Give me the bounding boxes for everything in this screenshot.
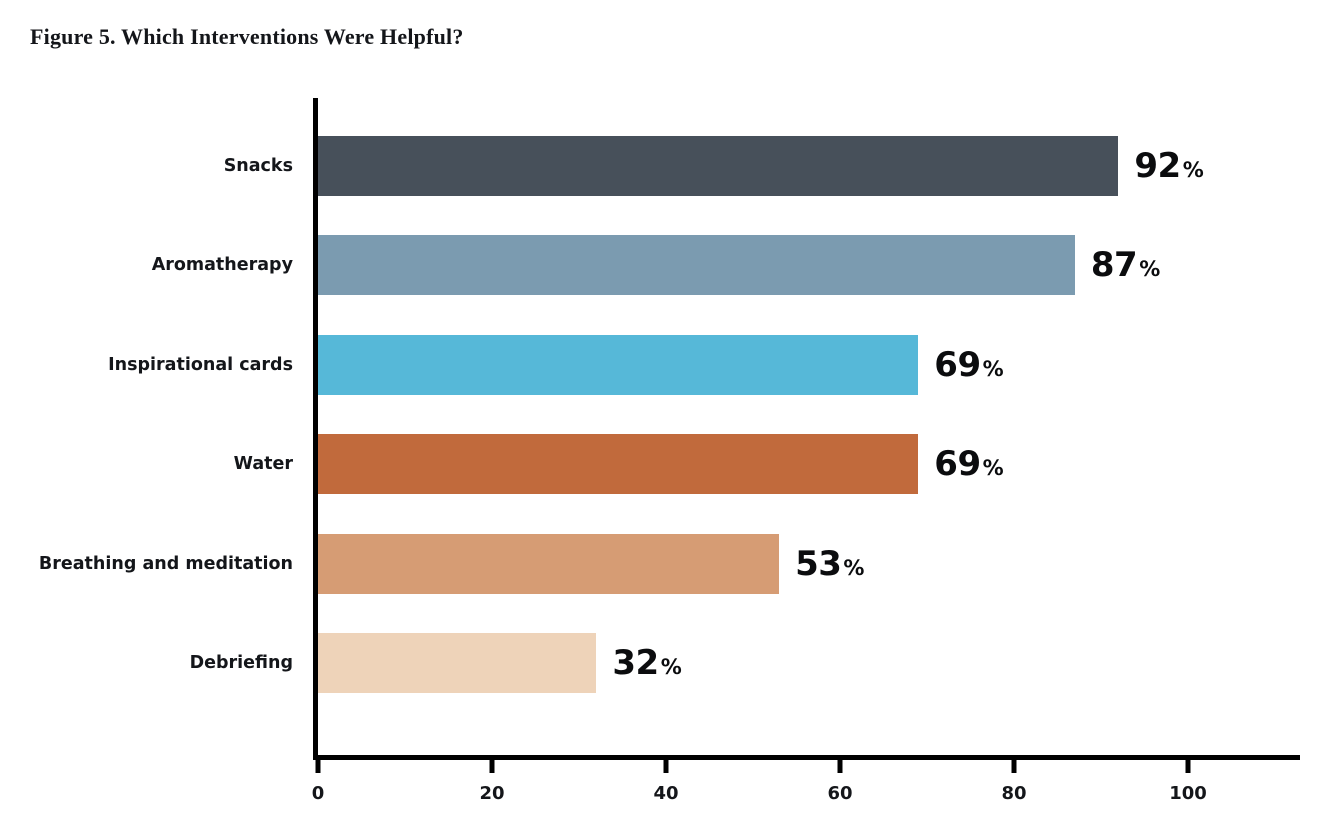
value-number: 69 <box>934 444 981 485</box>
bar-rows: Snacks 92% Aromatherapy 87% Inspirational ca… <box>39 98 1300 755</box>
value-label: 87% <box>1091 245 1160 285</box>
x-axis-tick-mark <box>663 760 669 773</box>
category-label: Aromatherapy <box>151 255 293 276</box>
bar <box>318 533 780 594</box>
value-percent-sign: % <box>660 655 682 680</box>
value-label: 53% <box>795 544 864 584</box>
value-percent-sign: % <box>1182 157 1204 182</box>
value-percent-sign: % <box>843 555 865 580</box>
value-number: 87 <box>1090 245 1138 286</box>
x-axis-ticks: 0 20 40 60 80 100 <box>312 755 1300 815</box>
x-axis-tick-mark <box>1185 760 1191 773</box>
value-percent-sign: % <box>1139 257 1161 282</box>
bar <box>318 334 919 395</box>
x-axis-tick-label: 0 <box>311 783 325 804</box>
bar-row: Debriefing 32% <box>190 614 1300 714</box>
value-label: 69% <box>934 444 1003 484</box>
x-axis-tick-mark <box>315 760 321 773</box>
bar <box>318 235 1075 296</box>
category-label: Debriefing <box>189 653 293 674</box>
bar-chart-plot-area: Snacks 92% Aromatherapy 87% Inspirational ca… <box>39 98 1300 804</box>
x-axis-tick-mark <box>1011 760 1017 773</box>
x-axis-tick-label: 80 <box>1001 783 1027 804</box>
category-label: Water <box>233 454 293 475</box>
bar-row: Water 69% <box>234 415 1300 515</box>
x-axis-tick-mark <box>837 760 843 773</box>
bar <box>318 434 919 495</box>
bar <box>318 633 597 694</box>
x-axis-tick-label: 100 <box>1169 783 1207 804</box>
bar-row: Aromatherapy 87% <box>152 216 1300 316</box>
value-number: 53 <box>795 543 842 584</box>
x-axis-tick-label: 60 <box>827 783 853 804</box>
value-number: 69 <box>934 344 981 385</box>
value-label: 92% <box>1134 146 1203 186</box>
bar-row: Inspirational cards 69% <box>108 315 1300 415</box>
figure-title: Figure 5. Which Interventions Were Helpf… <box>30 24 464 49</box>
value-percent-sign: % <box>982 356 1004 381</box>
value-number: 32 <box>612 643 659 684</box>
category-label: Breathing and meditation <box>38 553 293 574</box>
bar <box>318 135 1119 196</box>
value-label: 69% <box>934 345 1003 385</box>
value-percent-sign: % <box>982 456 1004 481</box>
x-axis-tick-label: 40 <box>653 783 679 804</box>
x-axis-tick-label: 20 <box>479 783 505 804</box>
bar-row: Breathing and meditation 53% <box>39 514 1300 614</box>
bar-row: Snacks 92% <box>224 116 1300 216</box>
value-label: 32% <box>612 643 681 683</box>
category-label: Inspirational cards <box>108 354 293 375</box>
x-axis-tick-mark <box>489 760 495 773</box>
category-label: Snacks <box>223 155 293 176</box>
value-number: 92 <box>1134 145 1181 186</box>
